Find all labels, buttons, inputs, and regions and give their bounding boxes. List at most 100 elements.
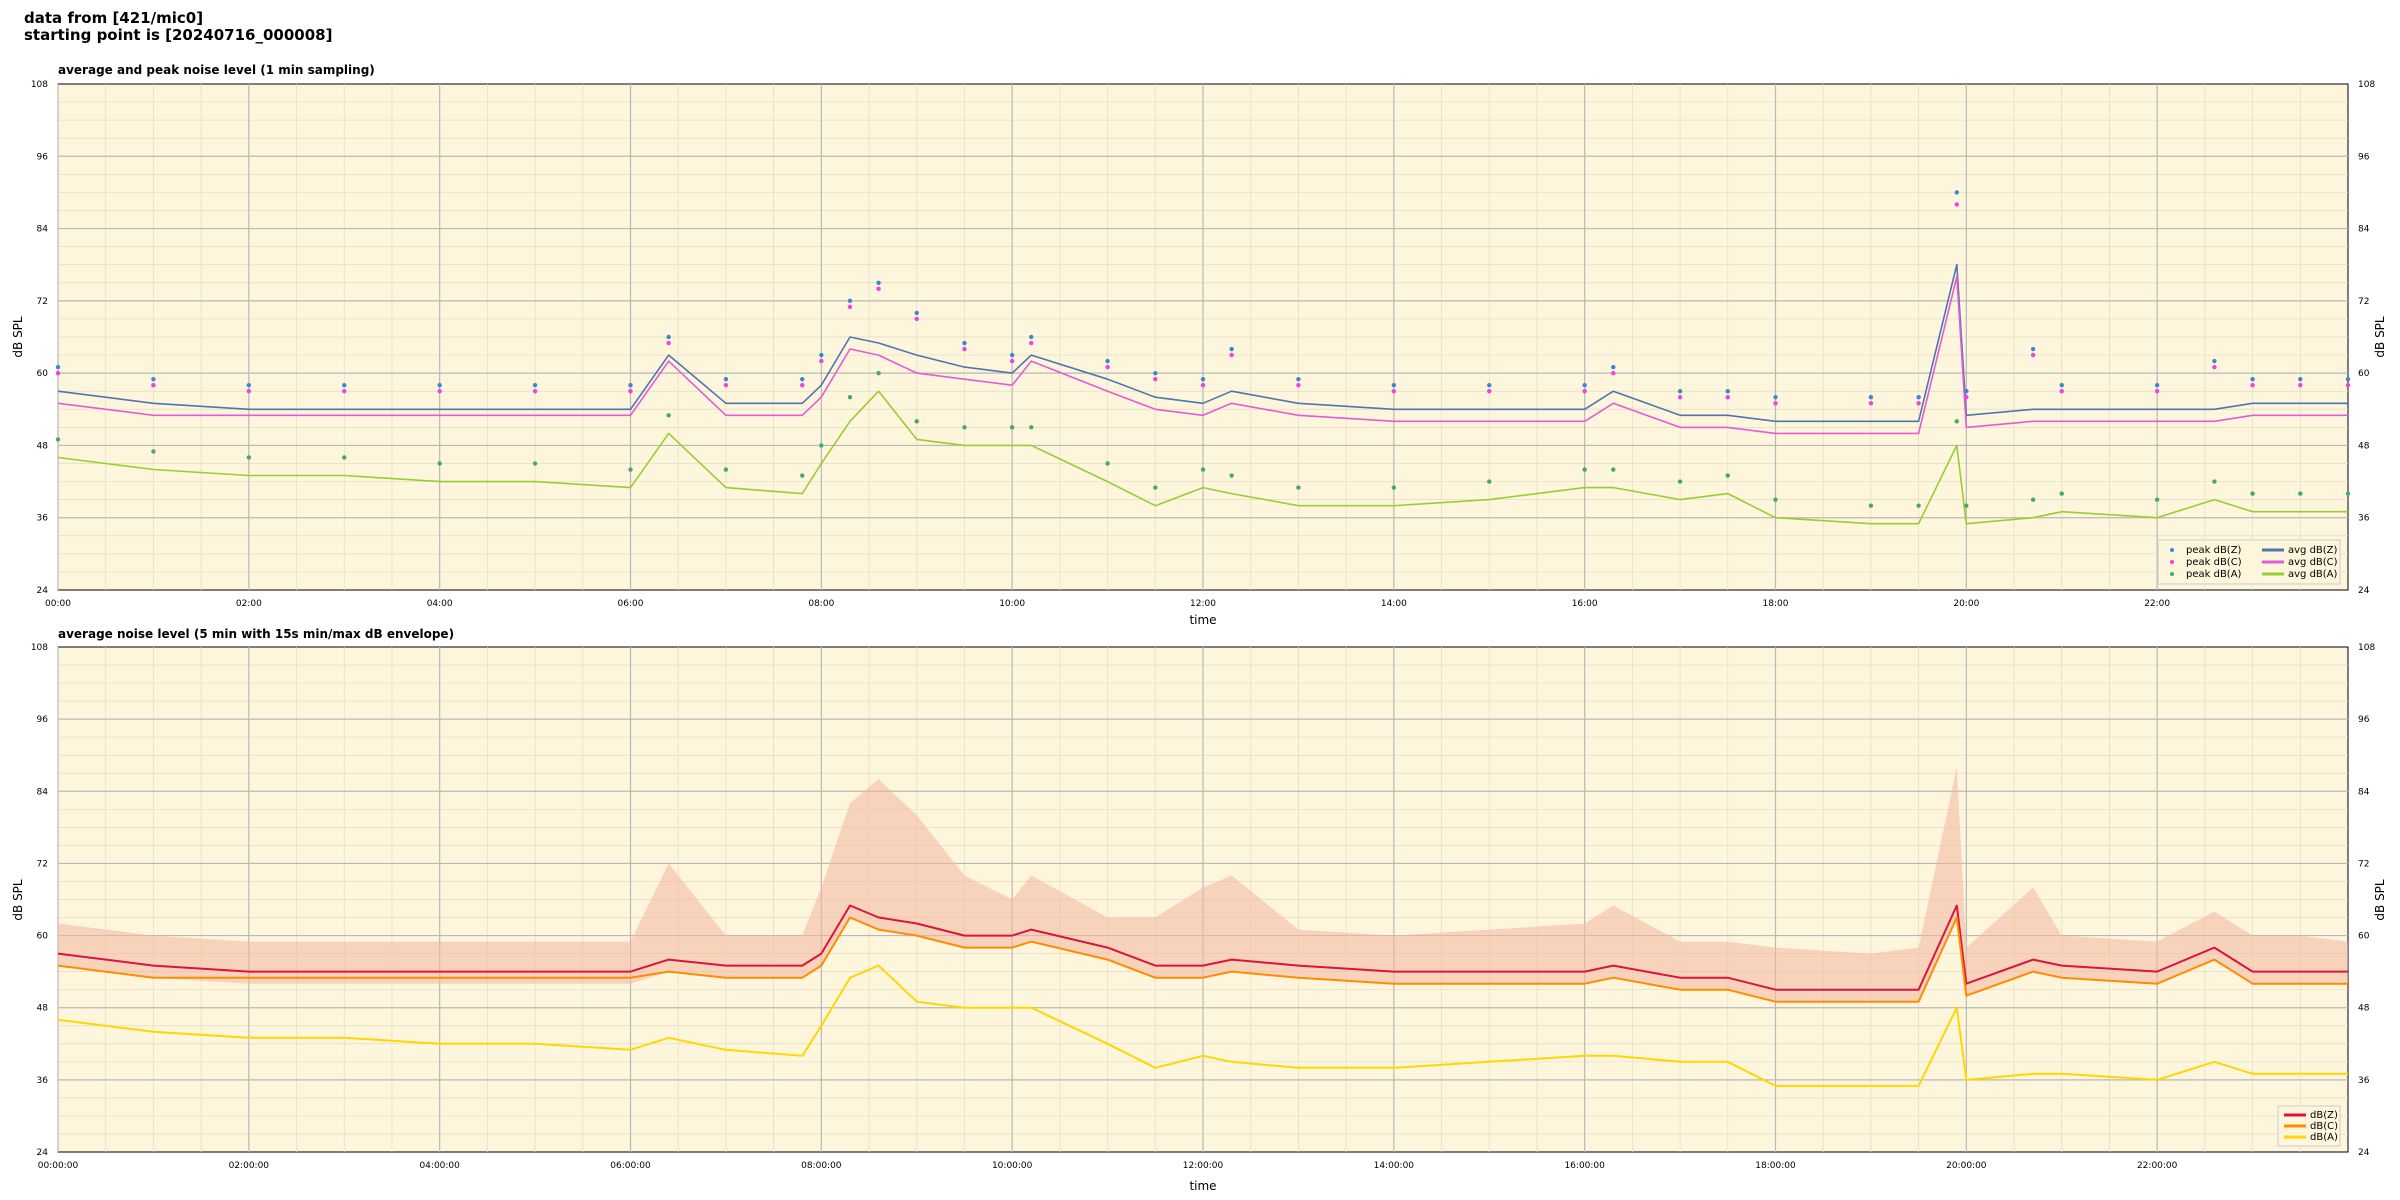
point-peak-db-c bbox=[962, 346, 967, 352]
legend-marker-peak-a bbox=[2170, 572, 2174, 576]
point-peak-db-z bbox=[1954, 190, 1959, 195]
point-peak-db-a bbox=[1009, 425, 1015, 430]
y-tick-label-right: 48 bbox=[2358, 441, 2370, 451]
point-peak-db-c bbox=[342, 389, 347, 394]
point-peak-db-c bbox=[1582, 389, 1587, 394]
point-peak-db-c bbox=[800, 382, 805, 388]
point-peak-db-a bbox=[2345, 491, 2351, 496]
legend-label-c: dB(C) bbox=[2310, 1121, 2338, 1132]
point-peak-db-z bbox=[1487, 382, 1492, 388]
point-peak-db-z bbox=[2298, 376, 2303, 382]
legend-label-avg-z: avg dB(Z) bbox=[2288, 545, 2338, 556]
point-peak-db-z bbox=[1964, 389, 1969, 394]
point-peak-db-c bbox=[55, 370, 61, 376]
point-peak-db-z bbox=[819, 352, 824, 358]
series-avg-db-z bbox=[57, 263, 2348, 423]
x-tick-label: 08:00:00 bbox=[801, 1161, 842, 1171]
point-peak-db-a bbox=[342, 455, 347, 460]
point-peak-db-a bbox=[437, 461, 442, 466]
point-peak-db-c bbox=[532, 389, 538, 394]
x-tick-label: 10:00:00 bbox=[992, 1161, 1033, 1171]
x-tick-label: 16:00:00 bbox=[1564, 1161, 1605, 1171]
point-peak-db-z bbox=[1153, 370, 1158, 376]
point-peak-db-c bbox=[246, 389, 252, 394]
point-peak-db-c bbox=[1200, 382, 1206, 388]
point-peak-db-a bbox=[666, 413, 671, 418]
point-peak-db-z bbox=[1200, 376, 1206, 382]
x-tick-label: 12:00:00 bbox=[1183, 1161, 1224, 1171]
x-tick-label: 14:00:00 bbox=[1374, 1161, 1415, 1171]
legend-label-a: dB(A) bbox=[2310, 1132, 2338, 1143]
point-peak-db-z bbox=[723, 376, 729, 382]
x-tick-label: 20:00 bbox=[1953, 599, 1979, 609]
y-tick-label-right: 60 bbox=[2358, 932, 2370, 942]
point-peak-db-z bbox=[1009, 352, 1015, 358]
point-peak-db-c bbox=[2059, 389, 2064, 394]
point-peak-db-z bbox=[437, 382, 442, 388]
point-peak-db-z bbox=[2212, 358, 2217, 364]
panel-title: average noise level (5 min with 15s min/… bbox=[58, 627, 454, 641]
page-header: data from [421/mic0] starting point is [… bbox=[24, 10, 332, 44]
point-peak-db-z bbox=[2154, 382, 2160, 388]
y-tick-label-left: 60 bbox=[37, 932, 49, 942]
series-avg-db-c bbox=[57, 275, 2348, 435]
x-tick-label: 06:00 bbox=[618, 599, 644, 609]
y-tick-label-right: 72 bbox=[2358, 297, 2369, 307]
point-peak-db-c bbox=[151, 382, 156, 388]
x-tick-label: 00:00 bbox=[45, 599, 71, 609]
point-peak-db-z bbox=[1611, 364, 1616, 370]
series-db-c bbox=[57, 916, 2348, 1003]
point-peak-db-z bbox=[1391, 382, 1397, 388]
point-peak-db-a bbox=[1153, 485, 1158, 490]
legend-label-peak-z: peak dB(Z) bbox=[2186, 545, 2242, 556]
x-tick-label: 14:00 bbox=[1381, 599, 1407, 609]
y-axis-label-right: dB SPL bbox=[2373, 316, 2387, 358]
point-peak-db-a bbox=[2298, 491, 2303, 496]
point-peak-db-a bbox=[1773, 497, 1778, 502]
point-peak-db-z bbox=[1868, 395, 1874, 400]
point-peak-db-c bbox=[2030, 352, 2036, 358]
y-tick-label-right: 36 bbox=[2358, 514, 2370, 524]
point-peak-db-a bbox=[1391, 485, 1397, 490]
point-peak-db-c bbox=[1677, 395, 1683, 400]
y-tick-label-right: 60 bbox=[2358, 369, 2370, 379]
point-peak-db-z bbox=[2250, 376, 2255, 382]
x-tick-label: 18:00 bbox=[1763, 599, 1789, 609]
y-axis-label-left: dB SPL bbox=[11, 316, 25, 358]
x-tick-label: 16:00 bbox=[1572, 599, 1598, 609]
point-peak-db-a bbox=[800, 473, 805, 478]
series-group bbox=[55, 190, 2351, 525]
x-tick-label: 10:00 bbox=[999, 599, 1025, 609]
point-peak-db-c bbox=[1487, 389, 1492, 394]
point-peak-db-c bbox=[914, 316, 919, 322]
y-tick-label-left: 24 bbox=[37, 1148, 49, 1158]
y-tick-label-left: 84 bbox=[37, 787, 49, 797]
point-peak-db-c bbox=[437, 389, 442, 394]
x-tick-label: 12:00 bbox=[1190, 599, 1216, 609]
x-tick-label: 22:00:00 bbox=[2137, 1161, 2178, 1171]
y-tick-label-left: 24 bbox=[37, 586, 49, 596]
point-peak-db-a bbox=[151, 449, 156, 454]
y-tick-label-left: 36 bbox=[37, 1076, 49, 1086]
y-tick-label-right: 72 bbox=[2358, 859, 2369, 869]
point-peak-db-z bbox=[1582, 382, 1587, 388]
y-axis-label-right: dB SPL bbox=[2373, 879, 2387, 921]
x-tick-label: 18:00:00 bbox=[1755, 1161, 1796, 1171]
point-peak-db-a bbox=[819, 443, 824, 448]
panel-average-peak: average and peak noise level (1 min samp… bbox=[11, 63, 2387, 627]
point-peak-db-z bbox=[800, 376, 805, 382]
x-tick-label: 02:00:00 bbox=[229, 1161, 270, 1171]
point-peak-db-c bbox=[1964, 395, 1969, 400]
header-start: starting point is [20240716_000008] bbox=[24, 26, 333, 44]
point-peak-db-c bbox=[1773, 401, 1778, 406]
point-peak-db-a bbox=[847, 395, 853, 400]
point-peak-db-z bbox=[1229, 346, 1234, 352]
point-peak-db-z bbox=[2345, 376, 2351, 382]
point-peak-db-z bbox=[914, 310, 919, 316]
legend-label-avg-c: avg dB(C) bbox=[2288, 557, 2338, 568]
point-peak-db-c bbox=[1105, 364, 1110, 370]
y-tick-label-right: 36 bbox=[2358, 1076, 2370, 1086]
point-peak-db-z bbox=[1725, 389, 1730, 394]
point-peak-db-c bbox=[2345, 382, 2351, 388]
series-db-a bbox=[57, 964, 2348, 1087]
